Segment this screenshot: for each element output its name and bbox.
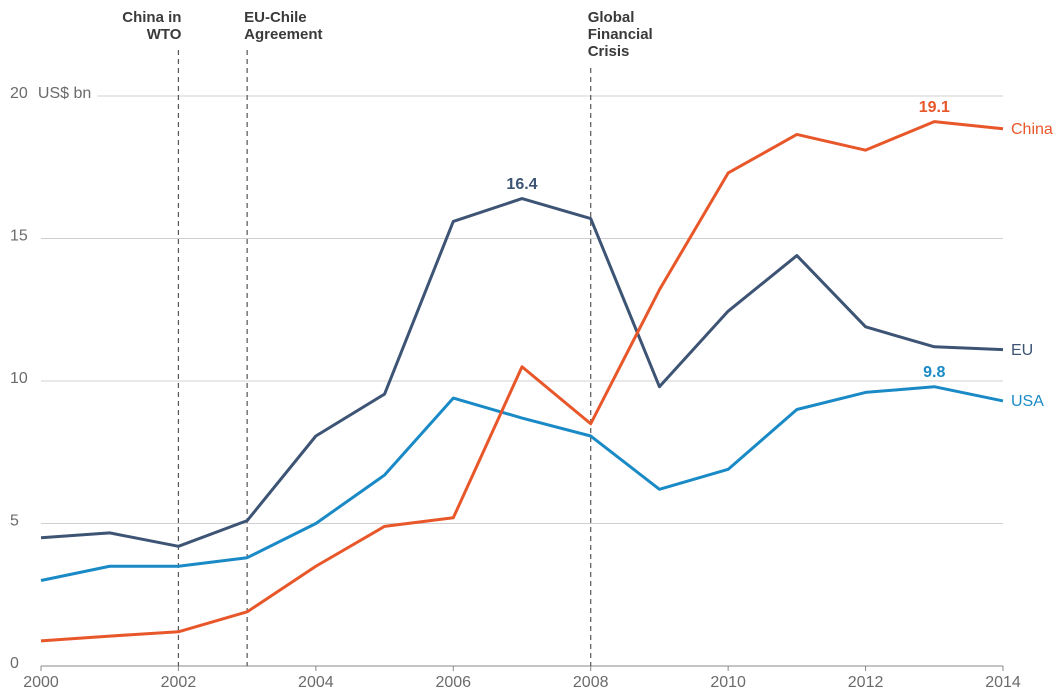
event-label: China in xyxy=(122,9,181,26)
series-label: EU xyxy=(1011,342,1033,359)
series-line xyxy=(40,385,1004,582)
event-label: Crisis xyxy=(588,43,630,60)
x-tick-label: 2002 xyxy=(161,674,197,691)
event-label: WTO xyxy=(147,26,182,43)
event-label: Global xyxy=(588,9,635,26)
x-tick-label: 2012 xyxy=(848,674,884,691)
y-tick-label: 20 xyxy=(10,85,28,102)
series-line xyxy=(40,197,1004,548)
x-tick-label: 2008 xyxy=(573,674,609,691)
event-label: Financial xyxy=(588,26,653,43)
value-label: 9.8 xyxy=(923,364,945,381)
series-line xyxy=(40,120,1004,643)
x-tick-label: 2006 xyxy=(435,674,471,691)
y-tick-label: 15 xyxy=(10,228,28,245)
y-tick-label: 0 xyxy=(10,655,19,672)
value-label: 19.1 xyxy=(919,99,950,116)
series-label: China xyxy=(1011,121,1053,138)
x-tick-label: 2004 xyxy=(298,674,334,691)
event-label: EU-Chile xyxy=(244,9,307,26)
x-tick-label: 2014 xyxy=(985,674,1021,691)
x-tick-label: 2010 xyxy=(710,674,746,691)
event-label: Agreement xyxy=(244,26,322,43)
x-tick-label: 2000 xyxy=(23,674,59,691)
y-tick-label: 5 xyxy=(10,513,19,530)
y-tick-label: 10 xyxy=(10,370,28,387)
y-axis-label: US$ bn xyxy=(38,85,91,102)
value-label: 16.4 xyxy=(506,176,537,193)
series-label: USA xyxy=(1011,393,1044,410)
